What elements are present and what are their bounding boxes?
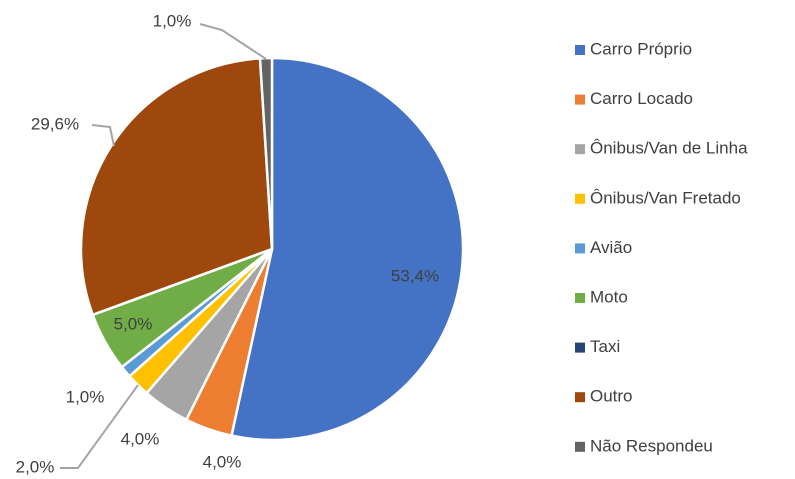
legend-label: Não Respondeu [590,436,713,455]
legend-swatch [575,243,585,254]
legend-label: Outro [590,387,633,406]
legend-label: Taxi [590,337,620,356]
legend-swatch [575,193,585,204]
legend-label: Carro Próprio [590,39,692,58]
leader-line [60,384,139,469]
data-label: 1,0% [153,11,192,30]
pie [79,56,465,442]
data-label: 4,0% [121,429,160,448]
legend-label: Avião [590,238,632,257]
legend-swatch [575,144,585,155]
data-label: 53,4% [391,266,439,285]
legend-swatch [575,293,585,303]
pie-slice [79,57,274,317]
data-label: 4,0% [203,452,242,471]
legend-swatch [575,94,585,105]
legend-swatch [575,342,585,353]
legend-swatch [575,45,585,55]
data-label: 5,0% [114,314,153,333]
legend-label: Moto [590,287,628,306]
leader-lines [60,23,267,469]
data-label: 2,0% [16,457,55,476]
data-label: 29,6% [31,114,79,133]
leader-line [91,124,115,147]
legend-label: Ônibus/Van de Linha [590,139,748,158]
legend-swatch [575,441,585,452]
data-label: 1,0% [66,387,105,406]
legend-label: Carro Locado [590,89,693,108]
pie-slice [230,56,465,442]
leader-line [199,23,267,60]
legend-swatch [575,392,585,403]
legend-label: Ônibus/Van Fretado [590,188,741,207]
